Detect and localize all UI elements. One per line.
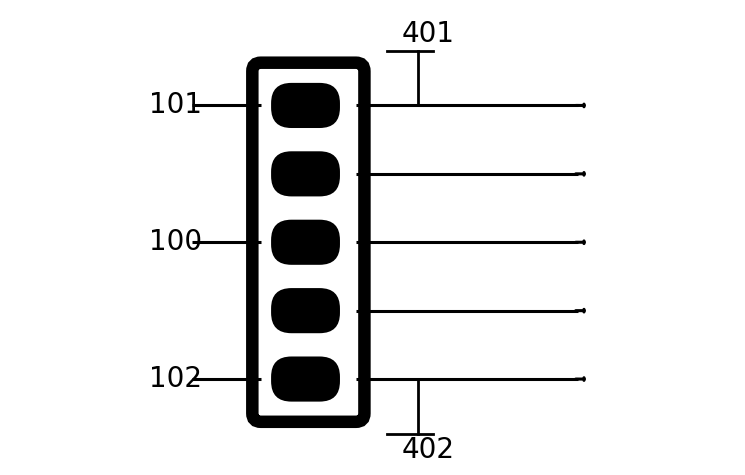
- Text: 100: 100: [149, 228, 203, 256]
- FancyBboxPatch shape: [271, 83, 340, 128]
- Text: 101: 101: [149, 92, 202, 119]
- FancyBboxPatch shape: [271, 356, 340, 401]
- Text: 402: 402: [402, 436, 454, 464]
- FancyBboxPatch shape: [271, 288, 340, 333]
- FancyBboxPatch shape: [253, 63, 364, 422]
- FancyBboxPatch shape: [271, 219, 340, 265]
- Text: 102: 102: [149, 365, 202, 393]
- Text: 401: 401: [402, 20, 454, 48]
- FancyBboxPatch shape: [271, 152, 340, 197]
